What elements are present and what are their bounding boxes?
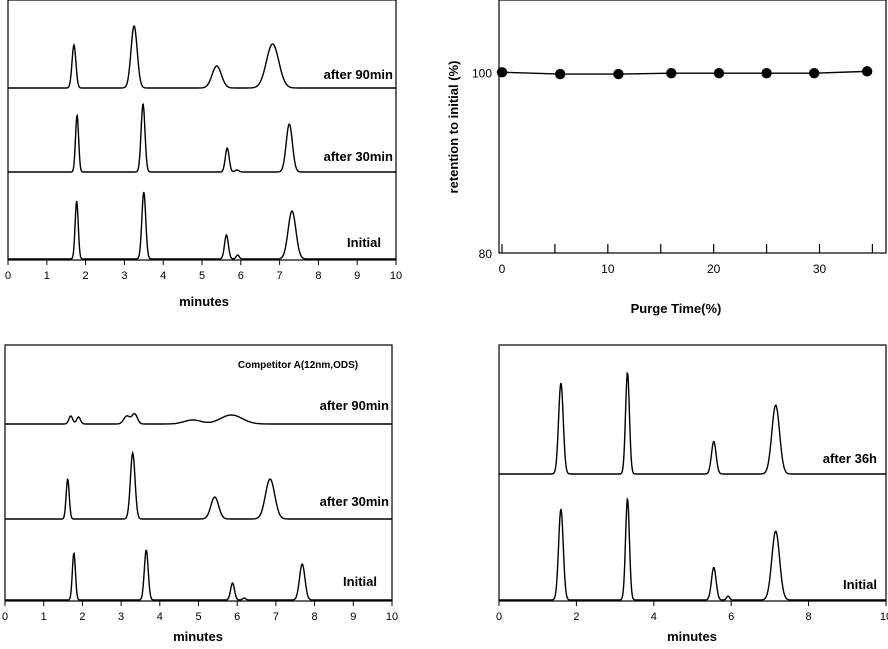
x-tick-label: 7 [273, 611, 279, 623]
x-tick-label: 8 [315, 270, 321, 282]
series-label: after 36h [823, 451, 877, 466]
x-tick-label: 10 [880, 611, 888, 623]
x-tick-label: 7 [277, 270, 283, 282]
plot-frame [7, 0, 397, 261]
x-tick-label: 6 [728, 611, 734, 623]
x-axis-label: minutes [179, 294, 229, 309]
x-tick-label: 6 [238, 270, 244, 282]
x-tick-label: 20 [707, 262, 721, 276]
series-label: after 30min [320, 494, 389, 509]
y-tick-label: 80 [479, 247, 493, 261]
data-point [809, 67, 820, 79]
series-line [499, 497, 886, 601]
data-point [555, 68, 566, 80]
y-axis-label: retention to initial (%) [446, 61, 461, 194]
series-line [8, 25, 396, 89]
x-tick-label: 9 [354, 270, 360, 282]
data-point [861, 66, 873, 77]
x-tick-label: 2 [573, 611, 579, 623]
x-tick-label: 4 [651, 611, 657, 623]
series-label: Initial [347, 235, 381, 250]
x-tick-label: 9 [350, 611, 356, 623]
x-tick-label: 1 [44, 270, 50, 282]
x-tick-label: 10 [386, 611, 398, 623]
data-point [613, 68, 624, 80]
series-label: Initial [843, 577, 877, 592]
y-tick-label: 100 [472, 66, 492, 80]
data-point [666, 67, 677, 79]
data-point [761, 67, 772, 79]
chart-title: Competitor A(12nm,ODS) [238, 360, 358, 371]
x-tick-label: 6 [234, 611, 240, 623]
data-point [713, 67, 725, 79]
x-tick-label: 2 [79, 611, 85, 623]
x-axis-label: minutes [173, 629, 223, 644]
plot-frame [498, 0, 887, 254]
series-line [5, 412, 392, 425]
x-axis-label: minutes [667, 629, 717, 644]
x-tick-label: 1 [41, 611, 47, 623]
x-axis-label: Purge Time(%) [631, 301, 722, 316]
chromatogram-panel-top-left: minutes 0 1 2 3 4 5 6 7 8 9 10 after 90min after 30m… [5, 0, 402, 309]
x-tick-label: 4 [157, 611, 163, 623]
series-label: after 90min [320, 398, 389, 413]
series-label: after 90min [324, 67, 393, 82]
plot-frame [498, 344, 887, 602]
plot-frame [4, 344, 393, 602]
data-point [496, 67, 508, 78]
x-tick-label: 5 [199, 270, 205, 282]
x-tick-label: 0 [2, 611, 8, 623]
x-tick-label: 5 [195, 611, 201, 623]
x-tick-label: 0 [496, 611, 502, 623]
series-line [499, 371, 886, 475]
x-tick-label: 0 [499, 262, 506, 276]
chromatogram-panel-bottom-right: minutes 0 2 4 6 8 10 after 36h Initial [496, 344, 888, 644]
x-tick-label: 8 [312, 611, 318, 623]
x-tick-label: 8 [806, 611, 812, 623]
series-line [8, 102, 396, 173]
series-line [5, 549, 392, 601]
x-tick-label: 3 [118, 611, 124, 623]
series-line [8, 191, 396, 260]
x-tick-label: 3 [121, 270, 127, 282]
x-tick-label: 4 [160, 270, 166, 282]
retention-panel-top-right: Purge Time(%) retention to initial (%) 0… [446, 0, 887, 316]
series-line [501, 70, 868, 75]
x-tick-label: 10 [601, 262, 615, 276]
x-tick-label: 2 [83, 270, 89, 282]
x-tick-label: 0 [5, 270, 11, 282]
series-label: after 30min [324, 149, 393, 164]
series-line [5, 450, 392, 520]
chromatogram-panel-bottom-left: Competitor A(12nm,ODS) minutes 0 1 2 3 4 5 6 7 8… [2, 344, 398, 644]
x-tick-label: 10 [390, 270, 402, 282]
x-tick-label: 30 [813, 262, 827, 276]
series-label: Initial [343, 574, 377, 589]
